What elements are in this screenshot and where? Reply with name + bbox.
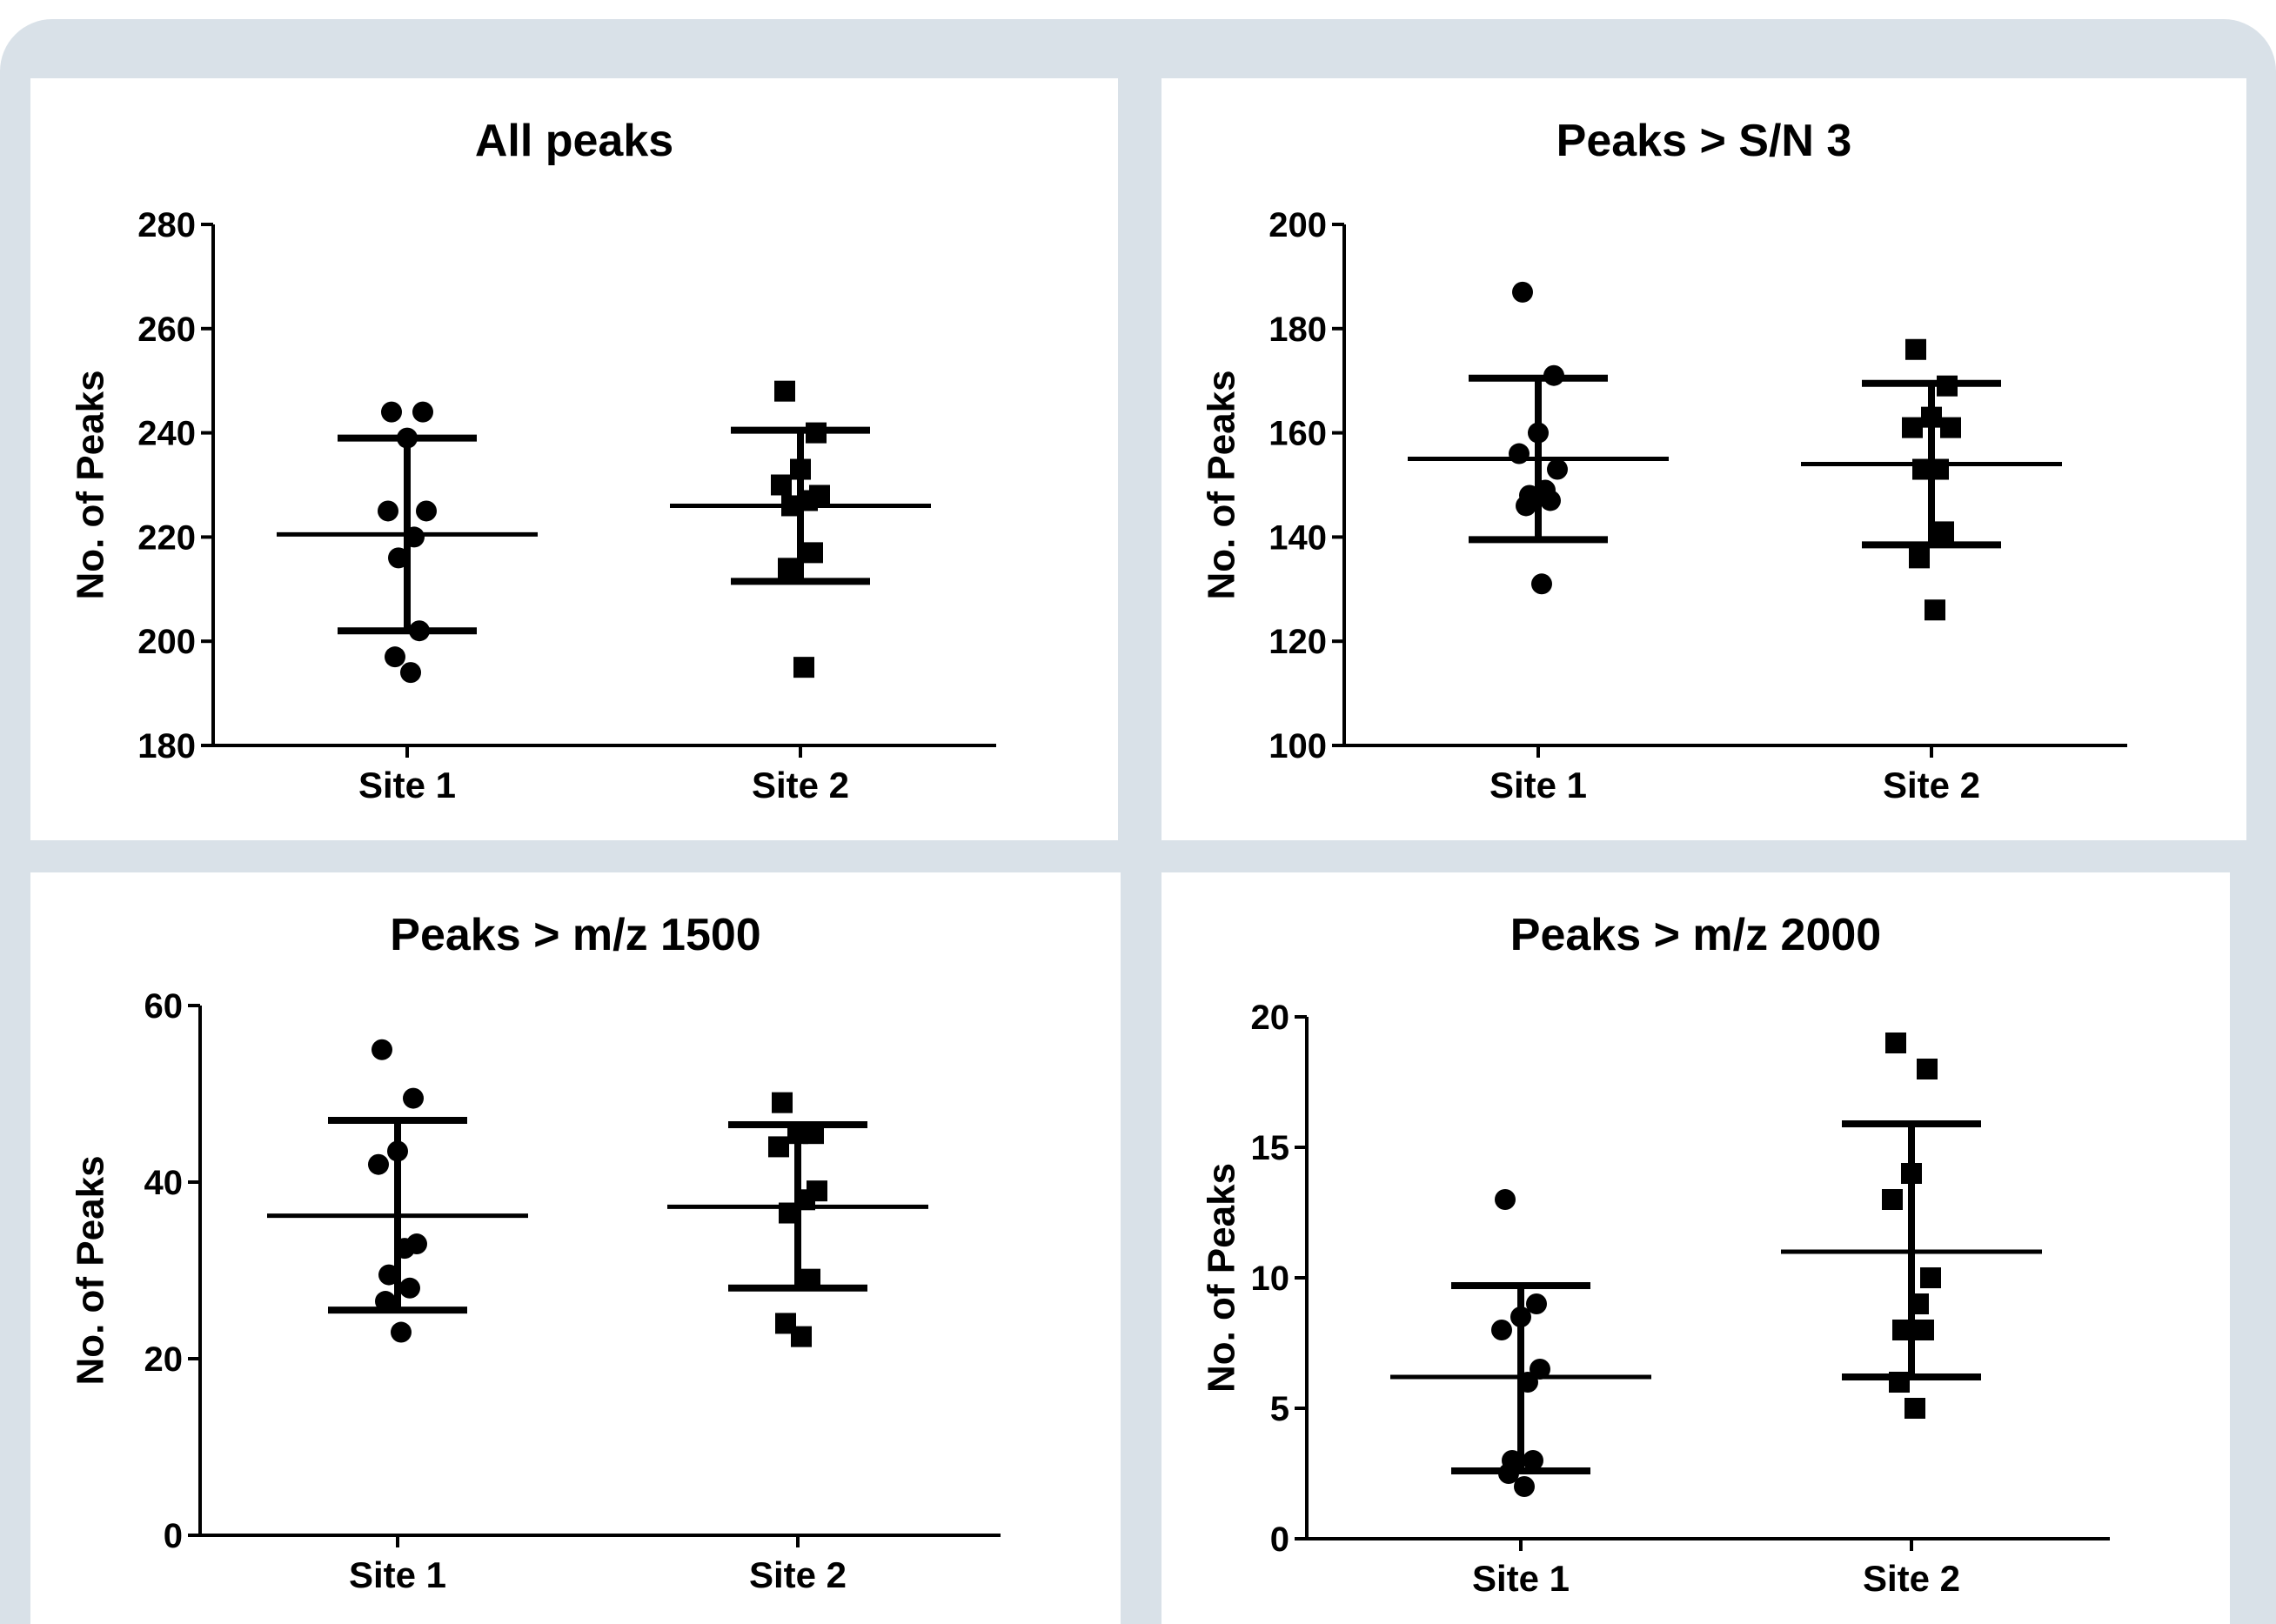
data-point xyxy=(1909,547,1930,569)
panel-all-peaks: All peaks 180 200 220 240 260 280 No. of Peaks… xyxy=(30,78,1118,840)
data-point xyxy=(403,1087,424,1109)
chart-plot: 0 20 40 60 No. of Peaks Site 1 Site 2 xyxy=(70,987,1001,1595)
data-point xyxy=(1905,338,1926,360)
y-tick-label: 220 xyxy=(137,518,196,557)
x-tick-label: Site 1 xyxy=(358,765,456,805)
y-tick-label: 20 xyxy=(1251,999,1290,1037)
data-point xyxy=(1902,417,1923,438)
series-1 xyxy=(1408,281,1669,595)
data-point xyxy=(778,558,799,579)
series-2 xyxy=(1781,1033,2042,1419)
y-tick-label: 260 xyxy=(137,311,196,349)
y-tick-label: 5 xyxy=(1270,1390,1289,1428)
data-point xyxy=(1530,1359,1550,1380)
y-tick-label: 60 xyxy=(144,987,184,1026)
data-point xyxy=(802,542,823,564)
data-point xyxy=(1516,495,1536,517)
data-point xyxy=(375,1291,396,1313)
data-point xyxy=(372,1039,392,1060)
data-point xyxy=(1512,281,1533,303)
y-tick-label: 100 xyxy=(1269,727,1327,765)
panel-peaks-mz2000: Peaks > m/z 2000 0 5 10 15 20 No. of Peaks Sit… xyxy=(1161,872,2230,1624)
data-point xyxy=(768,1136,789,1158)
data-point xyxy=(1913,1320,1934,1340)
data-point xyxy=(772,1092,793,1113)
x-tick-label: Site 2 xyxy=(752,765,849,805)
data-point xyxy=(400,662,421,684)
data-point xyxy=(1920,1267,1941,1288)
series-2 xyxy=(670,380,931,678)
data-point xyxy=(381,401,402,423)
data-point xyxy=(1940,417,1961,438)
chart-title: Peaks > S/N 3 xyxy=(1556,116,1852,166)
chart-title: Peaks > m/z 1500 xyxy=(390,910,761,960)
x-tick-label: Site 2 xyxy=(1883,765,1980,805)
x-tick-label: Site 1 xyxy=(1489,765,1587,805)
series-2 xyxy=(667,1092,928,1347)
y-tick-label: 0 xyxy=(164,1517,183,1555)
data-point xyxy=(368,1153,389,1175)
y-tick-label: 0 xyxy=(1270,1520,1289,1559)
y-tick-label: 15 xyxy=(1251,1129,1290,1167)
y-tick-label: 40 xyxy=(144,1164,184,1202)
data-point xyxy=(1531,573,1552,595)
data-point xyxy=(1925,599,1945,621)
chart-plot: 0 5 10 15 20 No. of Peaks Site 1 Site 2 xyxy=(1201,999,2110,1599)
data-point xyxy=(391,1321,412,1343)
data-point xyxy=(1917,1059,1938,1079)
y-tick-label: 200 xyxy=(1269,206,1327,244)
y-axis-label: No. of Peaks xyxy=(1201,370,1243,599)
y-tick-label: 120 xyxy=(1269,623,1327,661)
data-point xyxy=(793,657,814,678)
data-point xyxy=(1882,1189,1903,1210)
chart-plot: 180 200 220 240 260 280 No. of Peaks Site 1 Site… xyxy=(70,206,996,805)
x-tick-label: Site 2 xyxy=(749,1554,847,1595)
data-point xyxy=(1540,490,1561,511)
data-point xyxy=(771,474,792,496)
y-tick-label: 180 xyxy=(137,727,196,765)
data-point xyxy=(1526,1293,1547,1314)
y-tick-label: 180 xyxy=(1269,311,1327,349)
series-1 xyxy=(277,401,538,684)
data-point xyxy=(412,401,433,423)
data-point xyxy=(1514,1476,1535,1497)
chart-plot: 100 120 140 160 180 200 No. of Peaks Site 1 Site… xyxy=(1201,206,2127,805)
panel-peaks-mz1500: Peaks > m/z 1500 0 20 40 60 No. of Peaks Site… xyxy=(30,872,1121,1624)
y-tick-label: 200 xyxy=(137,623,196,661)
chart-title: All peaks xyxy=(474,116,674,166)
y-tick-label: 240 xyxy=(137,415,196,453)
data-point xyxy=(385,646,405,668)
data-point xyxy=(399,1277,420,1299)
chart-title: Peaks > m/z 2000 xyxy=(1510,910,1882,960)
data-point xyxy=(1491,1320,1512,1340)
x-tick-label: Site 1 xyxy=(349,1554,446,1595)
data-point xyxy=(1547,458,1568,480)
data-point xyxy=(1495,1189,1516,1210)
y-axis-label: No. of Peaks xyxy=(70,370,112,599)
x-tick-label: Site 1 xyxy=(1472,1558,1570,1599)
y-tick-label: 160 xyxy=(1269,415,1327,453)
data-point xyxy=(1904,1398,1925,1419)
x-tick-label: Site 2 xyxy=(1863,1558,1960,1599)
series-1 xyxy=(1390,1189,1651,1497)
y-tick-label: 20 xyxy=(144,1340,184,1379)
data-point xyxy=(416,500,437,522)
series-1 xyxy=(267,1039,528,1343)
data-point xyxy=(774,380,795,402)
data-point xyxy=(378,500,398,522)
y-tick-label: 280 xyxy=(137,206,196,244)
data-point xyxy=(1885,1033,1906,1053)
data-point xyxy=(791,1326,812,1347)
y-tick-label: 10 xyxy=(1251,1260,1290,1298)
series-2 xyxy=(1801,338,2062,621)
data-point xyxy=(1523,1450,1543,1471)
panel-peaks-sn3: Peaks > S/N 3 100 120 140 160 180 200 No. of P… xyxy=(1161,78,2246,840)
data-point xyxy=(1933,521,1954,543)
y-axis-label: No. of Peaks xyxy=(70,1155,112,1385)
y-tick-label: 140 xyxy=(1269,518,1327,557)
y-axis-label: No. of Peaks xyxy=(1201,1163,1243,1393)
